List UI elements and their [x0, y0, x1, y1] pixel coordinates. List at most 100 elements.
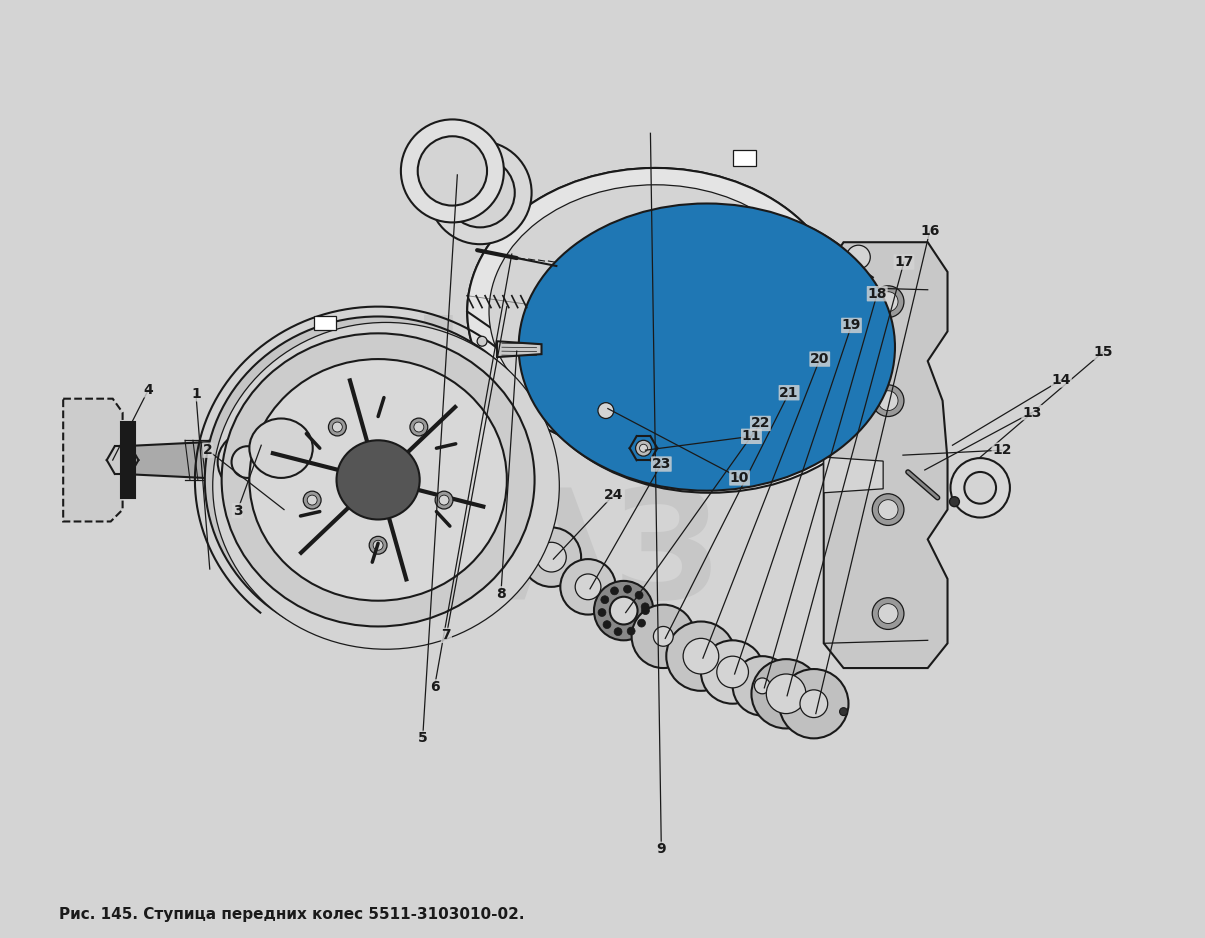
Text: 5: 5	[418, 732, 428, 746]
Circle shape	[640, 445, 647, 452]
Circle shape	[413, 422, 424, 432]
Text: 9: 9	[657, 842, 666, 856]
Circle shape	[800, 689, 828, 718]
Ellipse shape	[446, 158, 515, 227]
Ellipse shape	[218, 432, 277, 492]
Circle shape	[717, 657, 748, 688]
Text: КАМ
АЗ: КАМ АЗ	[410, 310, 805, 630]
Circle shape	[964, 472, 997, 504]
Text: 1: 1	[192, 386, 201, 401]
Circle shape	[536, 542, 566, 572]
Text: Рис. 145. Ступица передних колес 5511-3103010-02.: Рис. 145. Ступица передних колес 5511-31…	[59, 907, 525, 922]
Circle shape	[627, 628, 635, 635]
Circle shape	[637, 619, 646, 628]
Text: 8: 8	[496, 587, 506, 600]
Ellipse shape	[468, 168, 844, 455]
Ellipse shape	[509, 200, 803, 423]
Circle shape	[611, 587, 618, 595]
Circle shape	[878, 500, 898, 520]
Circle shape	[878, 604, 898, 624]
Circle shape	[329, 418, 346, 436]
Ellipse shape	[237, 345, 539, 627]
Ellipse shape	[231, 446, 263, 478]
Text: 14: 14	[1052, 373, 1071, 386]
Circle shape	[766, 674, 806, 714]
Ellipse shape	[249, 359, 507, 600]
Ellipse shape	[563, 237, 857, 461]
Ellipse shape	[418, 136, 487, 205]
Circle shape	[610, 597, 637, 625]
Ellipse shape	[518, 204, 895, 491]
Ellipse shape	[230, 339, 539, 628]
Ellipse shape	[249, 418, 313, 478]
Circle shape	[872, 598, 904, 629]
Circle shape	[683, 639, 718, 674]
Circle shape	[369, 537, 387, 554]
Circle shape	[701, 641, 764, 704]
Circle shape	[780, 669, 848, 738]
Text: 24: 24	[604, 488, 623, 502]
Text: 19: 19	[842, 318, 862, 332]
Text: 22: 22	[751, 416, 770, 431]
Circle shape	[635, 591, 643, 599]
Polygon shape	[824, 457, 883, 492]
Text: 11: 11	[742, 430, 762, 444]
Text: 20: 20	[810, 352, 829, 366]
Polygon shape	[63, 399, 123, 522]
Circle shape	[872, 286, 904, 317]
Text: 16: 16	[919, 224, 940, 238]
Ellipse shape	[249, 418, 313, 478]
Circle shape	[872, 493, 904, 525]
Text: 23: 23	[652, 457, 671, 471]
Circle shape	[602, 621, 611, 628]
Circle shape	[560, 559, 616, 614]
Circle shape	[374, 540, 383, 551]
Polygon shape	[496, 341, 541, 357]
Circle shape	[733, 657, 792, 716]
Text: 10: 10	[730, 471, 750, 485]
Ellipse shape	[401, 119, 504, 222]
Ellipse shape	[222, 333, 535, 627]
Circle shape	[522, 527, 581, 587]
Text: 18: 18	[868, 287, 887, 301]
Circle shape	[666, 622, 735, 690]
Text: 15: 15	[1093, 345, 1112, 359]
Ellipse shape	[489, 185, 822, 438]
Circle shape	[752, 659, 821, 729]
Circle shape	[598, 402, 613, 418]
Bar	[313, 316, 335, 330]
Circle shape	[631, 605, 695, 668]
Polygon shape	[824, 339, 883, 374]
Circle shape	[951, 458, 1010, 518]
Circle shape	[653, 627, 674, 646]
Circle shape	[435, 492, 453, 509]
Circle shape	[754, 678, 770, 694]
Circle shape	[635, 440, 652, 456]
Circle shape	[477, 337, 487, 346]
Ellipse shape	[336, 440, 419, 520]
Circle shape	[950, 497, 959, 507]
Polygon shape	[584, 396, 630, 426]
Bar	[733, 150, 757, 166]
Circle shape	[598, 609, 606, 616]
Circle shape	[601, 596, 609, 604]
Circle shape	[847, 245, 870, 269]
Ellipse shape	[213, 323, 559, 649]
Ellipse shape	[218, 329, 539, 630]
Circle shape	[333, 422, 342, 432]
Circle shape	[641, 603, 649, 611]
Circle shape	[623, 585, 631, 593]
Ellipse shape	[205, 316, 552, 643]
Circle shape	[615, 628, 622, 636]
Circle shape	[878, 391, 898, 411]
Circle shape	[641, 607, 649, 614]
Text: 6: 6	[430, 680, 440, 694]
Text: 17: 17	[894, 255, 913, 269]
Text: 2: 2	[202, 443, 212, 457]
Circle shape	[304, 492, 321, 509]
Circle shape	[575, 574, 601, 599]
Ellipse shape	[429, 142, 531, 244]
Ellipse shape	[468, 168, 844, 455]
Polygon shape	[123, 440, 245, 480]
Circle shape	[410, 418, 428, 436]
